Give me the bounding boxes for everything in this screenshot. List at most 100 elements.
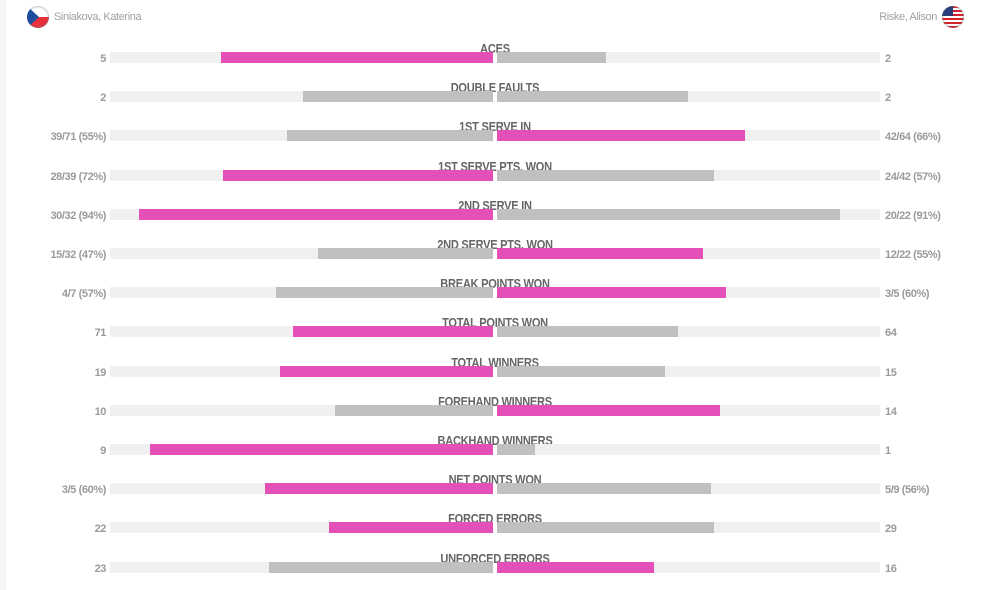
player-left-name: Siniakova, Katerina	[54, 11, 142, 23]
stat-track-left	[110, 365, 493, 377]
stat-track-right	[497, 522, 880, 534]
stat-value-right: 12/22 (55%)	[885, 249, 941, 261]
stat-bar-right	[497, 404, 720, 416]
stat-row: 2ND SERVE IN 30/32 (94%) 20/22 (91%)	[0, 198, 987, 237]
stat-value-right: 3/5 (60%)	[885, 288, 930, 301]
stat-track-left	[110, 169, 493, 181]
stat-bar-right	[497, 248, 704, 259]
stat-value-right: 14	[885, 405, 897, 418]
stat-bar-right	[497, 91, 689, 103]
stat-bar-right	[497, 130, 746, 142]
stat-value-left: 19	[94, 366, 107, 379]
stat-value-left: 10	[94, 405, 107, 418]
stat-bar-left	[223, 169, 493, 181]
stat-row: FORCED ERRORS 22 29	[0, 511, 987, 550]
stat-track-left	[110, 130, 493, 142]
stat-value-right: 64	[885, 327, 897, 340]
stat-row: FOREHAND WINNERS 10 14	[0, 394, 987, 433]
stat-value-left: 28/39 (72%)	[50, 170, 106, 183]
stat-bar-right	[497, 52, 607, 63]
stat-track-right	[497, 287, 880, 299]
stat-bar-right	[497, 561, 655, 573]
stat-value-left: 71	[94, 327, 107, 340]
stat-track-right	[497, 326, 880, 338]
stat-row: ACES 5 2	[0, 41, 987, 80]
stat-bar-left	[280, 365, 493, 377]
player-left: Siniakova, Katerina	[27, 6, 142, 28]
stat-track-left	[110, 522, 493, 534]
stat-track-left	[110, 208, 493, 220]
stat-value-left: 2	[100, 92, 106, 105]
stat-row: DOUBLE FAULTS 2 2	[0, 80, 987, 119]
stat-value-left: 30/32 (94%)	[50, 209, 106, 222]
stat-value-left: 9	[100, 445, 106, 457]
stat-row: BREAK POINTS WON 4/7 (57%) 3/5 (60%)	[0, 276, 987, 315]
stat-value-right: 5/9 (56%)	[885, 484, 930, 497]
stat-track-left	[110, 444, 493, 455]
stat-bar-left	[139, 208, 493, 220]
stat-value-left: 5	[100, 53, 106, 65]
stat-value-left: 23	[94, 562, 107, 575]
player-right-name: Riske, Alison	[879, 11, 937, 23]
stat-value-right: 2	[885, 53, 891, 65]
stat-value-right: 29	[885, 523, 897, 536]
stat-bar-left	[265, 483, 493, 495]
player-right: Riske, Alison	[879, 6, 964, 28]
stat-track-right	[497, 444, 880, 455]
stat-track-left	[110, 287, 493, 299]
stat-bar-right	[497, 287, 727, 299]
stat-row: BACKHAND WINNERS 9 1	[0, 433, 987, 472]
stat-value-right: 16	[885, 562, 897, 575]
stat-bar-left	[334, 404, 493, 416]
stat-value-right: 1	[885, 445, 891, 457]
stat-value-left: 39/71 (55%)	[50, 131, 106, 144]
stat-track-right	[497, 91, 880, 103]
stat-track-right	[497, 483, 880, 495]
stat-bar-left	[149, 444, 493, 455]
stat-value-right: 24/42 (57%)	[885, 170, 941, 183]
stat-track-right	[497, 365, 880, 377]
stat-value-right: 2	[885, 92, 891, 105]
stat-track-left	[110, 483, 493, 495]
stat-value-right: 20/22 (91%)	[885, 209, 941, 222]
stat-bar-right	[497, 522, 715, 534]
stat-row: 1ST SERVE PTS. WON 28/39 (72%) 24/42 (57%)	[0, 159, 987, 198]
stat-value-right: 15	[885, 366, 897, 379]
stat-bar-right	[497, 208, 841, 220]
stat-row: 1ST SERVE IN 39/71 (55%) 42/64 (66%)	[0, 119, 987, 158]
stat-bar-right	[497, 169, 715, 181]
stat-track-right	[497, 404, 880, 416]
stat-track-left	[110, 248, 493, 259]
stat-track-left	[110, 326, 493, 338]
czech-flag-icon	[27, 6, 49, 28]
stat-bar-right	[497, 483, 712, 495]
stat-bar-left	[329, 522, 493, 534]
stat-bar-left	[293, 326, 493, 338]
stat-track-right	[497, 169, 880, 181]
stat-bar-left	[303, 91, 493, 103]
stat-track-right	[497, 208, 880, 220]
stat-track-right	[497, 130, 880, 142]
stat-track-right	[497, 248, 880, 259]
stat-bar-left	[317, 248, 493, 259]
usa-flag-icon	[942, 6, 964, 28]
stat-bar-right	[497, 326, 679, 338]
stat-track-right	[497, 561, 880, 573]
stat-bar-right	[497, 444, 535, 455]
stat-value-left: 22	[94, 523, 107, 536]
stat-value-left: 3/5 (60%)	[61, 484, 106, 497]
stat-track-left	[110, 561, 493, 573]
stat-bar-left	[221, 52, 493, 63]
stat-track-left	[110, 404, 493, 416]
stat-track-right	[497, 52, 880, 63]
stat-value-left: 4/7 (57%)	[61, 288, 106, 301]
left-edge-divider	[0, 0, 6, 590]
stat-value-right: 42/64 (66%)	[885, 131, 941, 144]
stat-track-left	[110, 91, 493, 103]
stat-value-left: 15/32 (47%)	[50, 249, 106, 261]
stat-row: 2ND SERVE PTS. WON 15/32 (47%) 12/22 (55%)	[0, 237, 987, 276]
stat-bar-left	[268, 561, 493, 573]
stat-bar-right	[497, 365, 666, 377]
stat-row: TOTAL POINTS WON 71 64	[0, 315, 987, 354]
stat-row: UNFORCED ERRORS 23 16	[0, 551, 987, 590]
